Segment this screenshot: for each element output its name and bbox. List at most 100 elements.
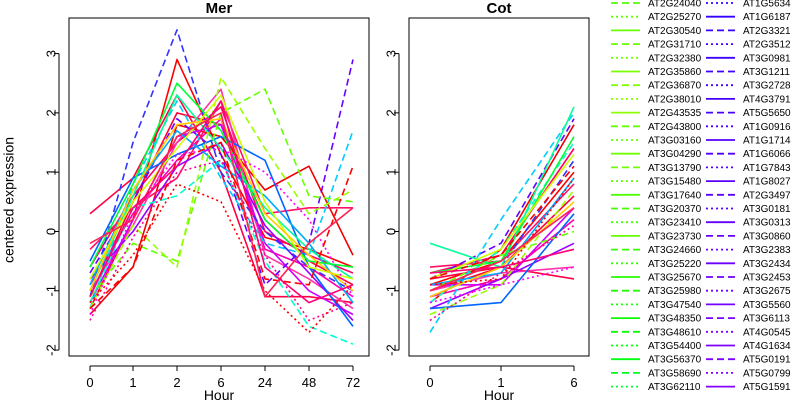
legend-label: AT2G35860 [648, 67, 702, 78]
legend-label: AT3G48350 [648, 314, 702, 325]
legend-label: AT3G23410 [648, 218, 702, 229]
x-tick-label: 6 [570, 375, 577, 390]
series-line [89, 118, 354, 292]
legend-label: AT2G43800 [648, 122, 702, 133]
y-tick-label: 1 [43, 169, 58, 176]
legend-label: AT1G0916 [743, 122, 791, 133]
x-tick-label: 24 [258, 375, 272, 390]
legend-label: AT2G25270 [648, 12, 702, 23]
legend-label: AT3G0860 [743, 231, 791, 242]
legend-label: AT3G54400 [648, 341, 702, 352]
series-line [429, 213, 575, 310]
legend-label: AT3G04290 [648, 149, 702, 160]
legend-label: AT3G48610 [648, 327, 702, 338]
cot-panel: Cot 0 1 6 Hour -2 -1 0 1 2 3 [383, 0, 590, 400]
legend-label: AT3G56370 [648, 355, 702, 366]
legend-label: AT3G17640 [648, 190, 702, 201]
legend-label: AT3G25220 [648, 259, 702, 270]
mer-panel: Mer 0 1 2 6 24 48 72 Hour -2 -1 0 1 2 3 centered expres… [1, 0, 370, 400]
y-tick-label: 1 [383, 169, 398, 176]
legend-label: AT3G1211 [743, 67, 790, 78]
legend-label: AT1G8027 [743, 177, 791, 188]
legend-label: AT2G3321 [743, 26, 791, 37]
legend-label: AT4G3791 [743, 94, 791, 105]
series-line [429, 248, 575, 274]
series-group [89, 29, 354, 345]
legend-label: AT3G23730 [648, 231, 702, 242]
y-tick-label: 2 [43, 109, 58, 116]
series-line [429, 189, 575, 316]
y-tick-label: -2 [43, 344, 58, 356]
series-line [89, 94, 354, 292]
legend-label: AT5G5650 [743, 108, 791, 119]
x-axis-label: Hour [204, 387, 235, 400]
series-line [89, 82, 354, 268]
series-line [89, 159, 354, 322]
legend-label: AT3G2453 [743, 273, 791, 284]
series-line [89, 100, 354, 309]
legend-label: AT3G5560 [743, 300, 791, 311]
legend-label: AT1G6066 [743, 149, 791, 160]
legend-label: AT5G0191 [743, 355, 791, 366]
series-line [429, 118, 575, 280]
legend-label: AT2G31710 [648, 40, 702, 51]
series-line [429, 195, 575, 292]
legend-label: AT3G25980 [648, 286, 702, 297]
panel-title: Cot [487, 0, 512, 17]
y-tick-label: -1 [43, 285, 58, 297]
x-tick-label: 72 [346, 375, 360, 390]
legend-label: AT2G30540 [648, 26, 702, 37]
legend-label: AT5G1591 [743, 382, 791, 393]
y-tick-label: -1 [383, 285, 398, 297]
x-tick-label: 2 [173, 375, 180, 390]
series-line [89, 141, 354, 310]
legend-label: AT2G3512 [743, 40, 791, 51]
y-tick-label: 3 [43, 50, 58, 57]
legend-label: AT3G20370 [648, 204, 702, 215]
legend-label: AT2G24040 [648, 0, 702, 10]
series-line [89, 29, 354, 297]
series-line [89, 100, 354, 304]
legend-label: AT1G5634 [743, 0, 791, 10]
legend: AT2G24040 AT2G25270 AT2G30540 AT2G31710 AT2G… [611, 0, 791, 393]
legend-label: AT2G3497 [743, 190, 791, 201]
legend-label: AT3G15480 [648, 177, 702, 188]
series-line [429, 207, 575, 292]
legend-label: AT3G6113 [743, 314, 790, 325]
y-tick-label: 0 [43, 228, 58, 235]
series-line [89, 183, 354, 334]
x-tick-label: 1 [129, 375, 136, 390]
legend-label: AT2G32380 [648, 53, 702, 64]
legend-label: AT3G24660 [648, 245, 702, 256]
series-line [429, 230, 575, 292]
legend-label: AT1G7843 [743, 163, 791, 174]
legend-label: AT3G03160 [648, 136, 702, 147]
y-axis-label: centered expression [1, 137, 17, 263]
legend-label: AT3G62110 [648, 382, 701, 393]
series-line [429, 224, 575, 322]
plot-frame [68, 17, 370, 357]
series-line [89, 94, 354, 280]
legend-label: AT3G58690 [648, 368, 702, 379]
legend-label: AT1G1714 [743, 136, 791, 147]
legend-label: AT3G0181 [743, 204, 791, 215]
legend-label: AT3G2383 [743, 245, 791, 256]
legend-label: AT5G0799 [743, 368, 791, 379]
legend-label: AT2G36870 [648, 81, 702, 92]
legend-label: AT3G0313 [743, 218, 791, 229]
series-line [430, 207, 575, 286]
series-line [89, 76, 354, 309]
panel-title: Mer [206, 0, 233, 17]
legend-label: AT3G2434 [743, 259, 791, 270]
y-tick-label: 3 [383, 50, 398, 57]
y-tick-label: -2 [383, 344, 398, 356]
x-tick-label: 6 [217, 375, 224, 390]
legend-label: AT2G43535 [648, 108, 702, 119]
legend-label: AT3G2675 [743, 286, 791, 297]
legend-label: AT3G13790 [648, 163, 702, 174]
legend-label: AT3G2728 [743, 81, 791, 92]
legend-label: AT3G0981 [743, 53, 791, 64]
legend-label: AT4G0545 [743, 327, 791, 338]
series-line [429, 112, 575, 333]
